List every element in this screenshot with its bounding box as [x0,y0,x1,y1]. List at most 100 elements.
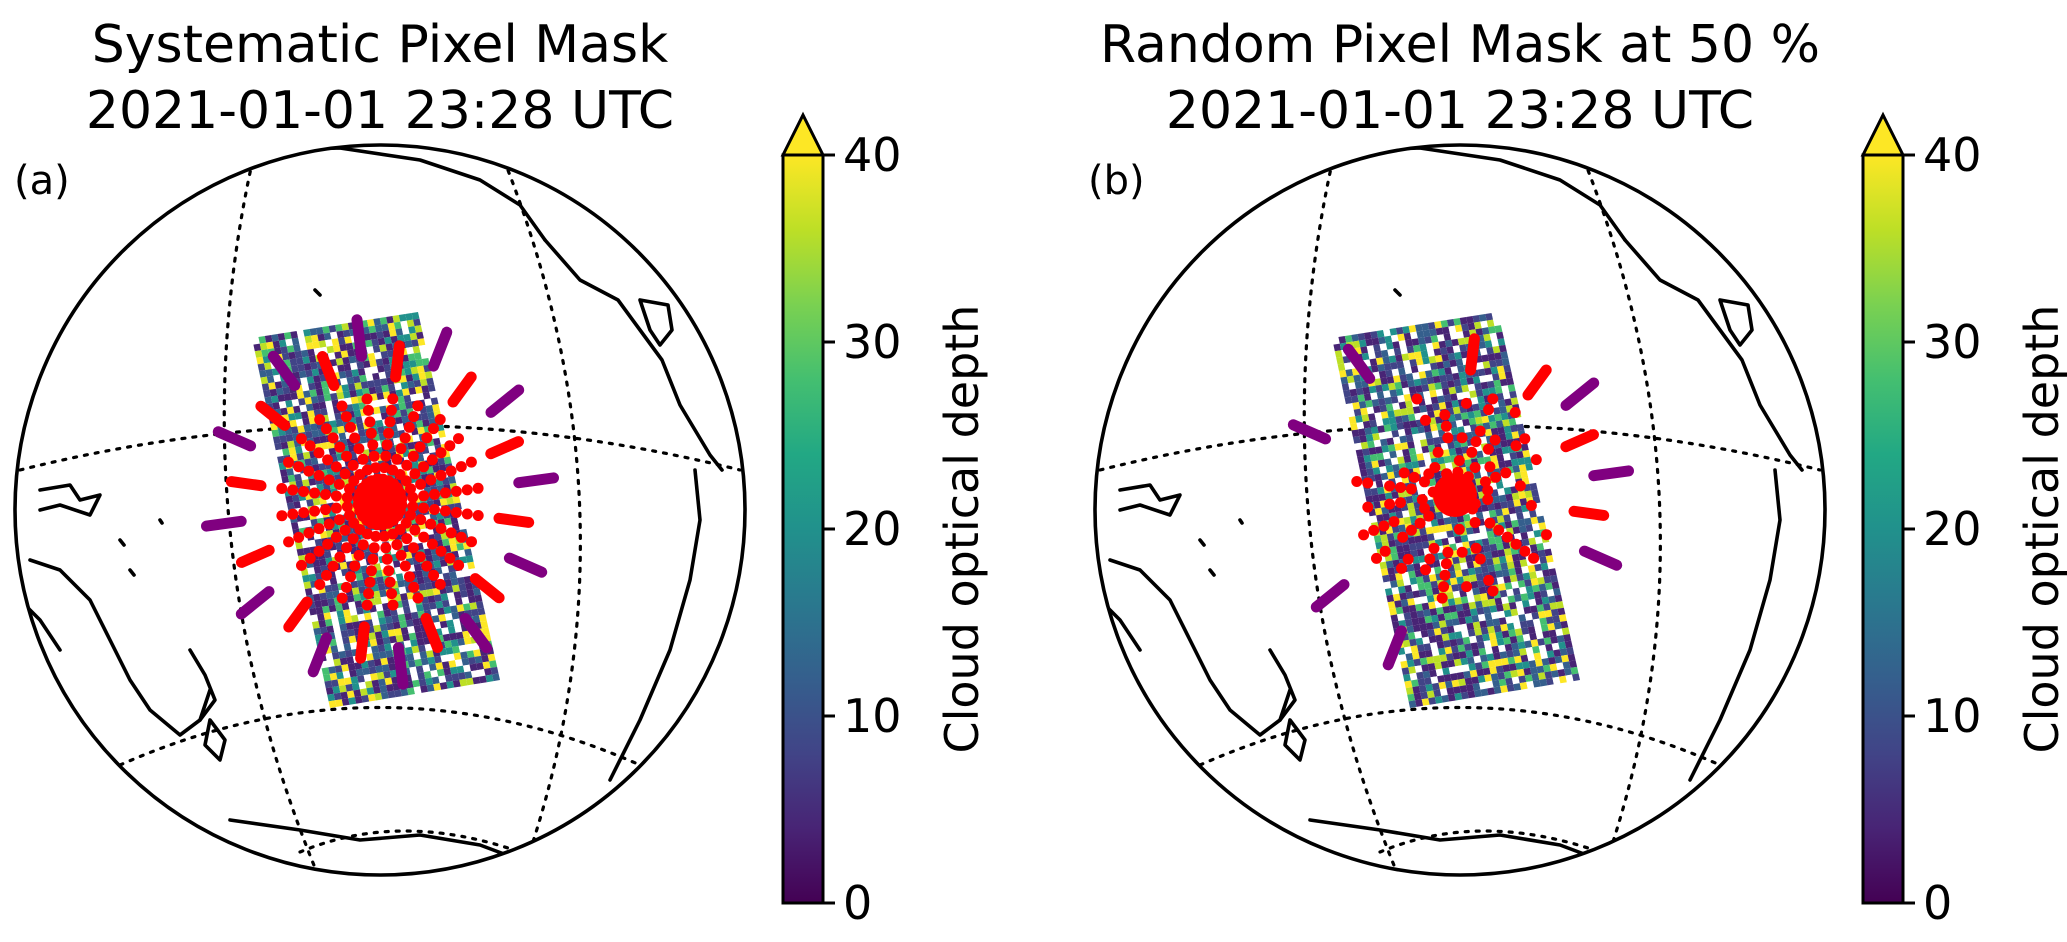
swath-pixel [404,551,413,560]
swath-pixel [1365,495,1374,504]
swath-pixel [1442,360,1451,369]
swath-pixel [1493,652,1501,660]
swath-pixel [1555,601,1564,609]
swath-pixel [422,603,431,611]
swath-pixel [335,637,344,646]
swath-pixel [427,411,435,420]
swath-pixel [395,328,404,336]
swath-pixel [1395,415,1403,424]
swath-pixel [299,500,308,508]
mask-pixel [381,553,393,565]
swath-pixel [1457,426,1465,434]
mask-pixel [295,433,307,445]
swath-pixel [1370,487,1379,496]
mask-pixel [409,468,421,480]
swath-pixel [1502,603,1511,611]
swath-pixel [1488,537,1496,545]
mask-pixel [1398,467,1410,479]
swath-pixel [286,345,295,353]
swath-pixel [463,637,472,645]
swath-pixel [1499,651,1508,659]
swath-pixel [1501,596,1509,605]
swath-pixel [1478,314,1487,322]
swath-pixel [1526,681,1535,689]
swath-pixel [448,660,457,668]
swath-pixel [1517,580,1526,588]
swath-pixel [1405,373,1414,381]
mask-spoke [485,436,524,460]
swath-pixel [441,538,450,547]
swath-pixel [1421,541,1430,549]
panel-b-coastlines [1098,146,1804,862]
swath-pixel [492,673,500,682]
swath-pixel [1385,560,1394,569]
swath-pixel [1457,337,1466,346]
swath-pixel [308,539,316,548]
swath-pixel [1391,430,1400,438]
swath-pixel [1443,640,1451,648]
swath-pixel [1564,667,1572,676]
swath-pixel [1554,655,1563,664]
swath-pixel [362,360,371,369]
swath-pixel [1434,566,1442,575]
mask-pixel [384,576,396,588]
swath-pixel [1437,368,1446,376]
mask-pixel [421,432,433,444]
swath-pixel [1409,420,1418,428]
swath-pixel [1408,447,1417,456]
swath-pixel [1417,678,1426,686]
mask-pixel [1419,502,1430,514]
swath-pixel [1428,574,1437,582]
swath-pixel [322,387,330,395]
swath-pixel [1445,462,1453,470]
swath-pixel [313,566,322,574]
swath-pixel [1482,606,1491,614]
swath-pixel [433,560,442,568]
swath-pixel [334,569,343,578]
swath-pixel [1440,626,1449,635]
swath-pixel [1456,637,1464,646]
swath-pixel [323,393,332,402]
swath-pixel [372,652,381,660]
swath-pixel [1472,403,1480,412]
swath-pixel [359,558,367,567]
swath-pixel [356,607,364,615]
mask-spoke [485,384,525,418]
swath-pixel [409,666,418,675]
swath-pixel [1373,501,1382,509]
swath-pixel [432,587,441,596]
swath-pixel [1384,588,1393,596]
swath-pixel [1406,345,1415,354]
swath-pixel [1451,338,1460,347]
swath-pixel [1416,330,1425,339]
swath-pixel [1419,527,1427,536]
swath-pixel [1411,617,1420,626]
swath-pixel [424,371,433,379]
swath-pixel [1453,624,1462,633]
mask-pixel [340,411,352,423]
colorbar-tick-label: 10 [843,689,902,743]
mask-pixel [1519,433,1531,445]
swath-pixel [325,653,334,661]
swath-pixel [380,596,389,604]
swath-pixel [1398,340,1407,348]
swath-pixel [1357,394,1366,402]
swath-pixel [426,588,434,597]
swath-pixel [1516,634,1525,643]
swath-pixel [1414,535,1422,544]
swath-pixel [389,329,397,337]
swath-pixel [290,331,299,339]
swath-pixel [1500,351,1509,359]
swath-pixel [1386,437,1395,446]
swath-pixel [276,387,284,396]
swath-pixel [415,359,424,367]
swath-pixel [1411,338,1420,346]
swath-pixel [457,672,466,680]
swath-pixel [253,343,262,352]
colorbar-scale [1861,153,1905,905]
swath-pixel [1344,362,1352,370]
mask-pixel [439,505,451,517]
swath-pixel [1420,691,1429,700]
swath-pixel [317,333,326,342]
swath-pixel [452,618,461,627]
